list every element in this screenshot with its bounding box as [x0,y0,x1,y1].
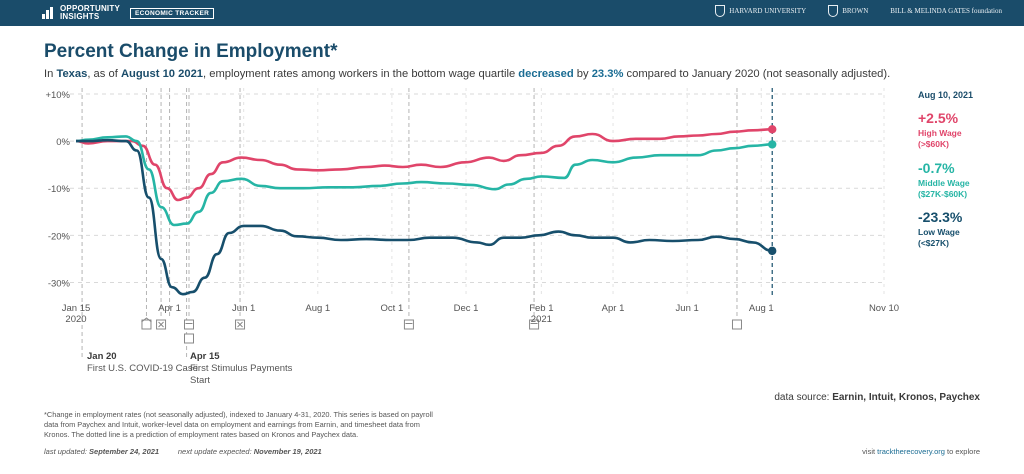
harvard-shield-icon [715,5,726,17]
subtitle-direction: decreased [518,68,574,80]
x-tick-label: Jun 1 [232,303,255,314]
chart-subtitle: In Texas, as of August 10 2021, employme… [44,68,891,80]
series-end-point [768,140,777,149]
legend-label: Middle Wage ($27K-$60K) [918,178,970,199]
x-tick-sublabel: 2021 [531,314,552,325]
event-first-covid-case: Jan 20 First U.S. COVID-19 Case [87,351,198,374]
series-end-point [768,246,777,256]
closure-icon-mark [158,321,164,328]
brown-shield-icon [828,5,839,17]
legend-value: +2.5% [918,110,959,126]
event-icon [731,319,742,330]
brand-logo-icon [42,7,54,19]
y-tick-label: -20% [48,231,71,242]
stimulus-icon [183,319,194,330]
x-tick-label: Feb 1 [529,303,553,314]
legend-value: -23.3% [918,209,963,225]
data-source: data source: Earnin, Intuit, Kronos, Pay… [774,392,980,403]
legend-item-low-wage[interactable]: -23.3% Low Wage (<$27K) [918,209,1008,249]
x-tick-label: Aug 1 [305,303,330,314]
stimulus-icon [403,319,414,330]
x-tick-sublabel: 2020 [65,314,86,325]
legend-item-middle-wage[interactable]: -0.7% Middle Wage ($27K-$60K) [918,160,1008,200]
x-tick-label: Nov 10 [869,303,899,314]
update-info: last updated: September 24, 2021 next up… [44,447,322,456]
top-bar: OPPORTUNITY INSIGHTS ECONOMIC TRACKER HA… [0,0,1024,26]
event-stimulus-payments: Apr 15 First Stimulus Payments Start [190,351,293,386]
brand-tag: ECONOMIC TRACKER [129,7,215,19]
partner-harvard: HARVARD UNIVERSITY [715,5,806,17]
x-tick-label: Oct 1 [381,303,404,314]
partner-brown: BROWN [828,5,868,17]
closure-icon-mark [237,321,243,328]
series-line-high-wage [75,128,773,202]
subtitle-state: Texas [56,68,88,80]
footnote: *Change in employment rates (not seasona… [44,410,433,439]
school-icon-roof [141,317,152,323]
brand-name: OPPORTUNITY INSIGHTS [60,4,120,21]
stimulus-icon [183,333,194,344]
stimulus-icon [529,319,540,330]
chart-title: Percent Change in Employment* [44,41,338,62]
y-tick-label: -30% [48,278,71,289]
legend-label: Low Wage (<$27K) [918,227,960,248]
y-tick-label: 0% [56,137,70,148]
series-line-low-wage [75,138,773,296]
x-tick-label: Aug 1 [749,303,774,314]
y-tick-label: +10% [45,90,70,101]
subtitle-amount: 23.3% [591,68,624,80]
x-tick-label: Jan 15 [62,303,91,314]
explore-link[interactable]: visit tracktherecovery.org to explore [862,447,980,456]
legend-date: Aug 10, 2021 [918,90,974,100]
legend-item-high-wage[interactable]: +2.5% High Wage (>$60K) [918,110,1008,150]
x-tick-label: Apr 1 [158,303,181,314]
x-tick-label: Apr 1 [602,303,625,314]
x-tick-label: Jun 1 [676,303,699,314]
legend-label: High Wage (>$60K) [918,128,962,149]
brand[interactable]: OPPORTUNITY INSIGHTS ECONOMIC TRACKER [42,4,215,21]
y-tick-label: -10% [48,184,71,195]
subtitle-date: August 10 2021 [120,68,204,80]
partner-logos: HARVARD UNIVERSITY BROWN BILL & MELINDA … [715,5,1002,17]
school-icon [141,319,152,330]
partner-gates: BILL & MELINDA GATES foundation [890,6,1002,15]
legend-value: -0.7% [918,160,955,176]
series-line-middle-wage [75,135,773,227]
series-end-point [768,125,777,134]
x-tick-label: Dec 1 [454,303,479,314]
